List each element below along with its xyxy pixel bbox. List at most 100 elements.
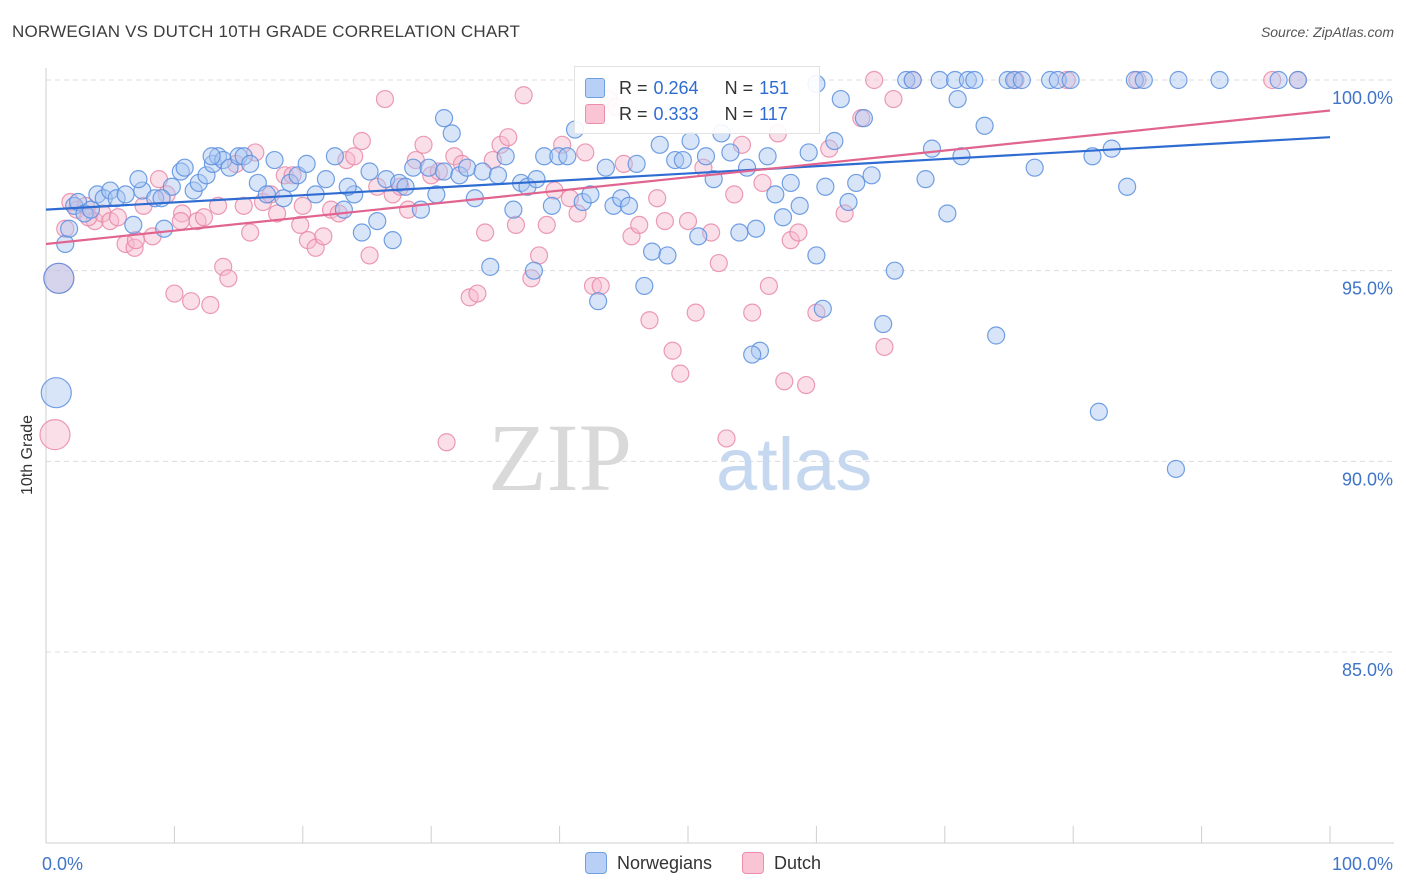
norwegian-point — [450, 166, 469, 185]
norwegian-point — [975, 116, 994, 135]
y-tick-label: 95.0% — [1342, 279, 1393, 299]
legend-item-dutch[interactable]: Dutch — [742, 852, 821, 874]
norwegian-point — [673, 150, 692, 170]
watermark-atlas: atlas — [716, 423, 872, 506]
dutch-point — [108, 208, 128, 227]
dutch-point — [514, 86, 533, 105]
norwegian-point — [916, 170, 935, 189]
norwegian-point — [589, 292, 608, 311]
norwegian-point — [558, 147, 577, 166]
norwegian-point — [524, 261, 544, 280]
norwegian-point — [1269, 70, 1288, 90]
dutch-point — [630, 215, 649, 235]
legend-item-norwegians[interactable]: Norwegians — [584, 852, 712, 874]
norwegian-point — [650, 135, 669, 154]
r-label: R = — [619, 103, 648, 124]
norwegian-point — [334, 200, 353, 219]
norwegian-point — [945, 70, 965, 90]
norwegian-point — [442, 124, 461, 143]
norwegian-point — [352, 223, 371, 242]
dutch-point — [865, 70, 884, 90]
norwegian-point — [721, 143, 740, 162]
norwegian-point — [345, 185, 364, 204]
norwegian-point — [799, 143, 818, 162]
dutch-point — [291, 215, 310, 235]
dutch-point — [781, 231, 800, 250]
dutch-trend-line — [45, 109, 1331, 246]
dutch-point — [39, 419, 71, 451]
dutch-point — [743, 303, 762, 322]
dutch-point — [1263, 70, 1282, 90]
dutch-point — [241, 223, 260, 242]
dutch-point — [476, 223, 495, 242]
norwegian-point — [612, 189, 631, 208]
norwegian-point — [496, 147, 515, 166]
norwegian-point — [458, 158, 477, 177]
r-label: R = — [619, 77, 648, 98]
dutch-point — [445, 147, 464, 166]
dutch-point — [194, 208, 214, 227]
norwegian-point — [1118, 177, 1137, 196]
norwegian-point — [831, 89, 850, 109]
norwegian-point — [488, 166, 508, 185]
r-value: 0.333 — [653, 103, 699, 124]
norwegian-point — [1012, 70, 1031, 90]
norwegian-point — [234, 147, 253, 166]
norwegians-legend-swatch — [584, 852, 607, 874]
dutch-point — [429, 162, 449, 181]
norwegian-point — [368, 211, 387, 231]
norwegian-point — [504, 200, 523, 219]
dutch-point — [298, 231, 318, 250]
dutch-point — [648, 189, 667, 208]
dutch-point — [171, 211, 190, 231]
norwegian-point — [434, 109, 454, 128]
dutch-point — [553, 135, 572, 154]
norwegian-point — [396, 177, 415, 196]
norwegian-point — [604, 196, 623, 215]
dutch-point — [797, 375, 816, 395]
dutch-point — [775, 372, 794, 391]
dutch-point — [717, 429, 736, 448]
dutch-point — [93, 204, 112, 223]
norwegian-point — [773, 208, 793, 227]
y-tick-label: 90.0% — [1342, 469, 1393, 489]
norwegian-point — [155, 219, 174, 238]
y-tick-label: 100.0% — [1332, 88, 1393, 108]
norwegian-point — [874, 314, 893, 334]
norwegian-point — [1083, 147, 1102, 166]
source-label: Source: ZipAtlas.com — [1260, 24, 1394, 40]
norwegian-point — [930, 70, 949, 90]
dutch-point — [875, 337, 894, 357]
dutch-point — [709, 253, 728, 273]
norwegian-point — [807, 246, 826, 265]
dutch-point — [314, 227, 333, 246]
dutch-point — [884, 89, 903, 109]
norwegian-point — [958, 70, 978, 90]
norwegian-point — [404, 158, 423, 177]
norwegian-point — [1134, 70, 1153, 90]
dutch-point — [499, 128, 518, 147]
n-value: 117 — [759, 103, 788, 124]
norwegian-point — [101, 181, 120, 200]
x-tick-label: 100.0% — [1332, 854, 1393, 874]
norwegian-point — [965, 70, 984, 90]
norwegian-point — [1166, 459, 1186, 479]
norwegian-point — [280, 173, 300, 193]
norwegian-point — [1169, 70, 1188, 90]
legend-label-norwegians: Norwegians — [616, 852, 712, 873]
dutch-point — [506, 215, 526, 235]
dutch-point — [214, 257, 233, 276]
norwegian-point — [40, 377, 72, 409]
norwegian-point — [998, 70, 1017, 90]
norwegian-point — [56, 234, 75, 254]
dutch-point — [56, 219, 75, 238]
norwegian-point — [197, 166, 216, 185]
norwegian-point — [241, 154, 260, 173]
norwegian-point — [481, 257, 500, 276]
dutch-point — [576, 143, 595, 162]
dutch-point — [165, 284, 184, 303]
norwegian-point — [948, 89, 967, 109]
dutch-point — [591, 276, 610, 296]
watermark-zip: ZIP — [488, 404, 632, 511]
dutch-point — [686, 303, 705, 322]
